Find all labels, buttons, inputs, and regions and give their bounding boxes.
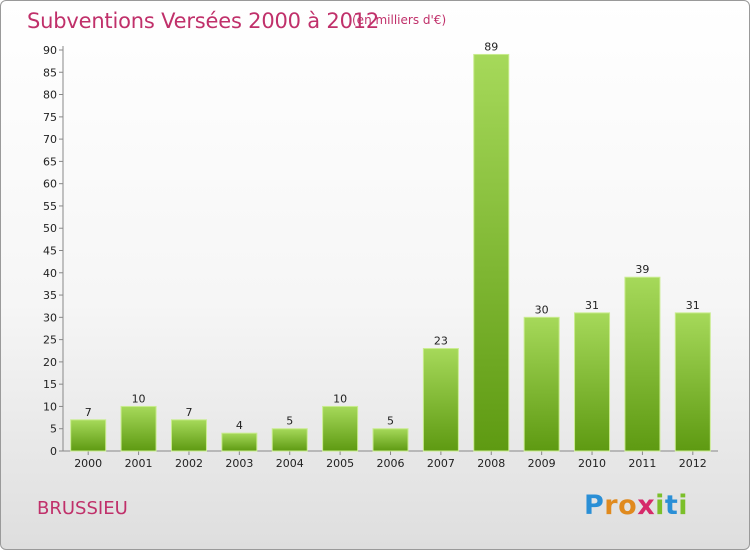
y-tick-label: 25	[43, 334, 57, 347]
y-tick-label: 85	[43, 66, 57, 79]
y-tick-label: 80	[43, 89, 57, 102]
x-tick-label: 2010	[578, 457, 606, 470]
y-tick-label: 0	[50, 445, 57, 458]
bar-2004	[271, 428, 308, 452]
y-tick-label: 75	[43, 111, 57, 124]
data-label: 4	[236, 419, 243, 432]
y-tick-label: 55	[43, 200, 57, 213]
bar-2002	[170, 419, 207, 452]
logo-letter: t	[664, 490, 679, 521]
bar-2010	[574, 312, 611, 452]
chart-subtitle: (en milliers d'€)	[352, 13, 447, 27]
y-tick-label: 10	[43, 400, 57, 413]
y-tick-label: 65	[43, 155, 57, 168]
y-tick-label: 20	[43, 356, 57, 369]
proxiti-logo[interactable]: Proxiti	[584, 490, 688, 521]
y-tick-label: 70	[43, 133, 57, 146]
data-label: 31	[585, 299, 599, 312]
data-label: 89	[484, 40, 498, 53]
x-tick-label: 2007	[427, 457, 455, 470]
data-label: 23	[434, 335, 448, 348]
bars	[70, 53, 711, 452]
y-tick-label: 5	[50, 423, 57, 436]
y-tick-label: 15	[43, 378, 57, 391]
bar-2001	[120, 405, 157, 452]
bar-2003	[221, 432, 258, 452]
bar-2000	[70, 419, 107, 452]
logo-letter: o	[618, 490, 638, 521]
bar-2011	[624, 276, 661, 452]
bar-2008	[473, 53, 510, 452]
x-tick-label: 2002	[175, 457, 203, 470]
y-tick-label: 50	[43, 222, 57, 235]
y-tick-label: 60	[43, 178, 57, 191]
x-tick-label: 2005	[326, 457, 354, 470]
x-tick-label: 2006	[377, 457, 405, 470]
y-tick-label: 30	[43, 311, 57, 324]
data-label: 7	[85, 406, 92, 419]
x-tick-label: 2011	[628, 457, 656, 470]
data-label: 31	[686, 299, 700, 312]
bar-2009	[523, 316, 560, 452]
bar-2012	[674, 312, 711, 452]
x-tick-label: 2012	[679, 457, 707, 470]
y-tick-label: 90	[43, 44, 57, 57]
x-tick-label: 2009	[528, 457, 556, 470]
bar-2007	[422, 348, 459, 452]
x-tick-label: 2008	[477, 457, 505, 470]
bar-2005	[322, 405, 359, 452]
x-tick-label: 2000	[74, 457, 102, 470]
y-tick-label: 40	[43, 267, 57, 280]
data-label: 5	[286, 415, 293, 428]
x-tick-label: 2004	[276, 457, 304, 470]
data-label: 5	[387, 415, 394, 428]
y-tick-label: 45	[43, 245, 57, 258]
labels: 2000 7 2001 10 2002 7 2003 4 2004 5 2005 10 2006 5 200…	[74, 40, 707, 470]
x-tick-label: 2001	[125, 457, 153, 470]
logo-letter: x	[637, 490, 656, 521]
y-tick-label: 35	[43, 289, 57, 302]
data-label: 30	[535, 303, 549, 316]
x-tick-label: 2003	[225, 457, 253, 470]
logo-letter: P	[584, 490, 605, 521]
logo-letter: i	[678, 490, 689, 521]
data-label: 7	[185, 406, 192, 419]
chart-title: Subventions Versées 2000 à 2012	[27, 9, 380, 33]
logo-letter: r	[604, 490, 619, 521]
commune-name: BRUSSIEU	[37, 498, 128, 519]
data-label: 10	[132, 392, 146, 405]
data-label: 39	[635, 263, 649, 276]
bar-2006	[372, 428, 409, 452]
data-label: 10	[333, 392, 347, 405]
logo-letter: i	[655, 490, 665, 521]
